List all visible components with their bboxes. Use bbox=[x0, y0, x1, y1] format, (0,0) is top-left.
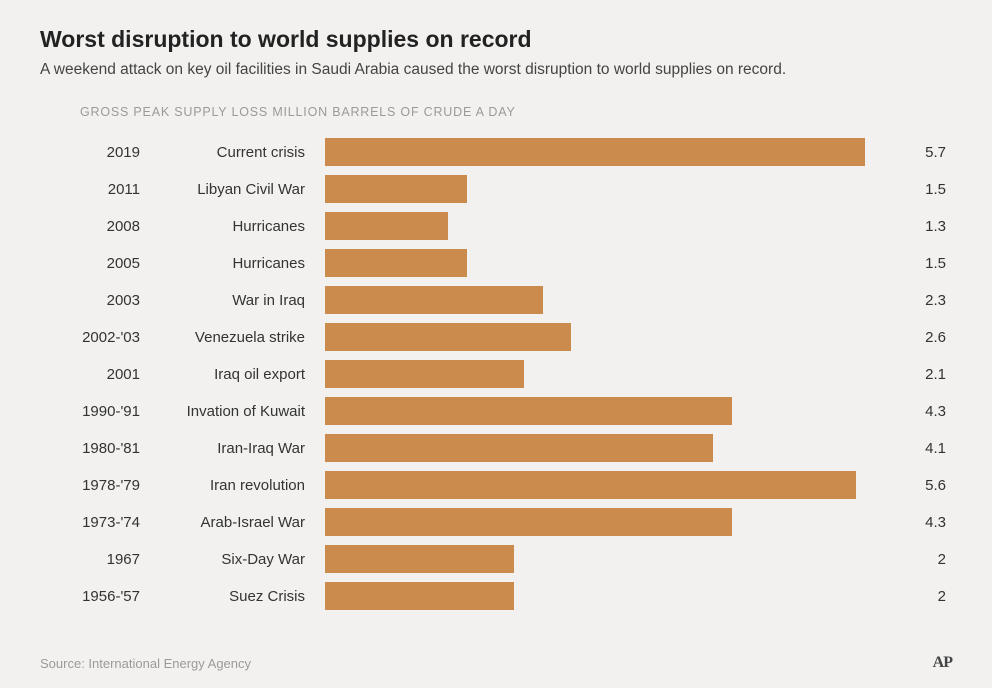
chart-row: 2008Hurricanes 1.3 bbox=[40, 211, 952, 241]
chart-row: 1973-'74Arab-Israel War 4.3 bbox=[40, 507, 952, 537]
chart-row: 2002-'03Venezuela strike 2.6 bbox=[40, 322, 952, 352]
row-label: Hurricanes bbox=[160, 218, 325, 235]
row-label: Libyan Civil War bbox=[160, 181, 325, 198]
row-value: 2 bbox=[892, 588, 952, 605]
row-label: Suez Crisis bbox=[160, 588, 325, 605]
bar-area bbox=[325, 359, 892, 389]
row-label: Invation of Kuwait bbox=[160, 403, 325, 420]
row-value: 1.5 bbox=[892, 181, 952, 198]
row-label: Hurricanes bbox=[160, 255, 325, 272]
chart-title: Worst disruption to world supplies on re… bbox=[40, 26, 952, 53]
bar-area bbox=[325, 396, 892, 426]
row-year: 1967 bbox=[40, 551, 160, 568]
footer: Source: International Energy Agency AP bbox=[40, 654, 952, 672]
bar bbox=[325, 286, 543, 314]
bar-chart: 2019Current crisis 5.7 2011Libyan Civil Wa… bbox=[40, 137, 952, 611]
chart-row: 1956-'57Suez Crisis 2 bbox=[40, 581, 952, 611]
bar bbox=[325, 397, 732, 425]
bar bbox=[325, 582, 514, 610]
row-value: 5.6 bbox=[892, 477, 952, 494]
bar bbox=[325, 360, 524, 388]
bar-area bbox=[325, 544, 892, 574]
bar bbox=[325, 212, 448, 240]
row-label: War in Iraq bbox=[160, 292, 325, 309]
row-year: 2003 bbox=[40, 292, 160, 309]
axis-label: GROSS PEAK SUPPLY LOSS MILLION BARRELS O… bbox=[80, 105, 952, 119]
bar-area bbox=[325, 174, 892, 204]
row-value: 4.3 bbox=[892, 514, 952, 531]
row-value: 2.1 bbox=[892, 366, 952, 383]
row-year: 2011 bbox=[40, 181, 160, 198]
row-value: 5.7 bbox=[892, 144, 952, 161]
bar-area bbox=[325, 137, 892, 167]
bar bbox=[325, 175, 467, 203]
row-label: Iraq oil export bbox=[160, 366, 325, 383]
row-year: 2008 bbox=[40, 218, 160, 235]
row-year: 2001 bbox=[40, 366, 160, 383]
bar-area bbox=[325, 433, 892, 463]
row-value: 2.6 bbox=[892, 329, 952, 346]
bar-area bbox=[325, 322, 892, 352]
bar-area bbox=[325, 248, 892, 278]
row-year: 1956-'57 bbox=[40, 588, 160, 605]
chart-row: 2003War in Iraq 2.3 bbox=[40, 285, 952, 315]
row-label: Iran-Iraq War bbox=[160, 440, 325, 457]
row-year: 2005 bbox=[40, 255, 160, 272]
row-value: 4.1 bbox=[892, 440, 952, 457]
row-label: Iran revolution bbox=[160, 477, 325, 494]
row-year: 1973-'74 bbox=[40, 514, 160, 531]
chart-row: 1967Six-Day War 2 bbox=[40, 544, 952, 574]
bar-area bbox=[325, 285, 892, 315]
chart-row: 2019Current crisis 5.7 bbox=[40, 137, 952, 167]
row-label: Arab-Israel War bbox=[160, 514, 325, 531]
row-value: 1.3 bbox=[892, 218, 952, 235]
row-year: 1980-'81 bbox=[40, 440, 160, 457]
row-label: Venezuela strike bbox=[160, 329, 325, 346]
chart-row: 2005Hurricanes 1.5 bbox=[40, 248, 952, 278]
chart-container: Worst disruption to world supplies on re… bbox=[0, 0, 992, 688]
ap-logo: AP bbox=[933, 654, 952, 672]
row-year: 2002-'03 bbox=[40, 329, 160, 346]
row-value: 2.3 bbox=[892, 292, 952, 309]
bar bbox=[325, 545, 514, 573]
bar bbox=[325, 249, 467, 277]
bar bbox=[325, 323, 571, 351]
bar bbox=[325, 138, 865, 166]
chart-row: 1980-'81Iran-Iraq War 4.1 bbox=[40, 433, 952, 463]
bar-area bbox=[325, 507, 892, 537]
row-year: 2019 bbox=[40, 144, 160, 161]
row-label: Current crisis bbox=[160, 144, 325, 161]
chart-row: 2001Iraq oil export 2.1 bbox=[40, 359, 952, 389]
chart-row: 2011Libyan Civil War 1.5 bbox=[40, 174, 952, 204]
chart-row: 1990-'91Invation of Kuwait 4.3 bbox=[40, 396, 952, 426]
source-text: Source: International Energy Agency bbox=[40, 656, 251, 671]
bar-area bbox=[325, 581, 892, 611]
bar bbox=[325, 508, 732, 536]
chart-subtitle: A weekend attack on key oil facilities i… bbox=[40, 61, 952, 79]
row-label: Six-Day War bbox=[160, 551, 325, 568]
row-value: 1.5 bbox=[892, 255, 952, 272]
row-year: 1990-'91 bbox=[40, 403, 160, 420]
bar bbox=[325, 471, 856, 499]
chart-row: 1978-'79Iran revolution 5.6 bbox=[40, 470, 952, 500]
row-year: 1978-'79 bbox=[40, 477, 160, 494]
row-value: 2 bbox=[892, 551, 952, 568]
row-value: 4.3 bbox=[892, 403, 952, 420]
bar bbox=[325, 434, 713, 462]
bar-area bbox=[325, 470, 892, 500]
bar-area bbox=[325, 211, 892, 241]
